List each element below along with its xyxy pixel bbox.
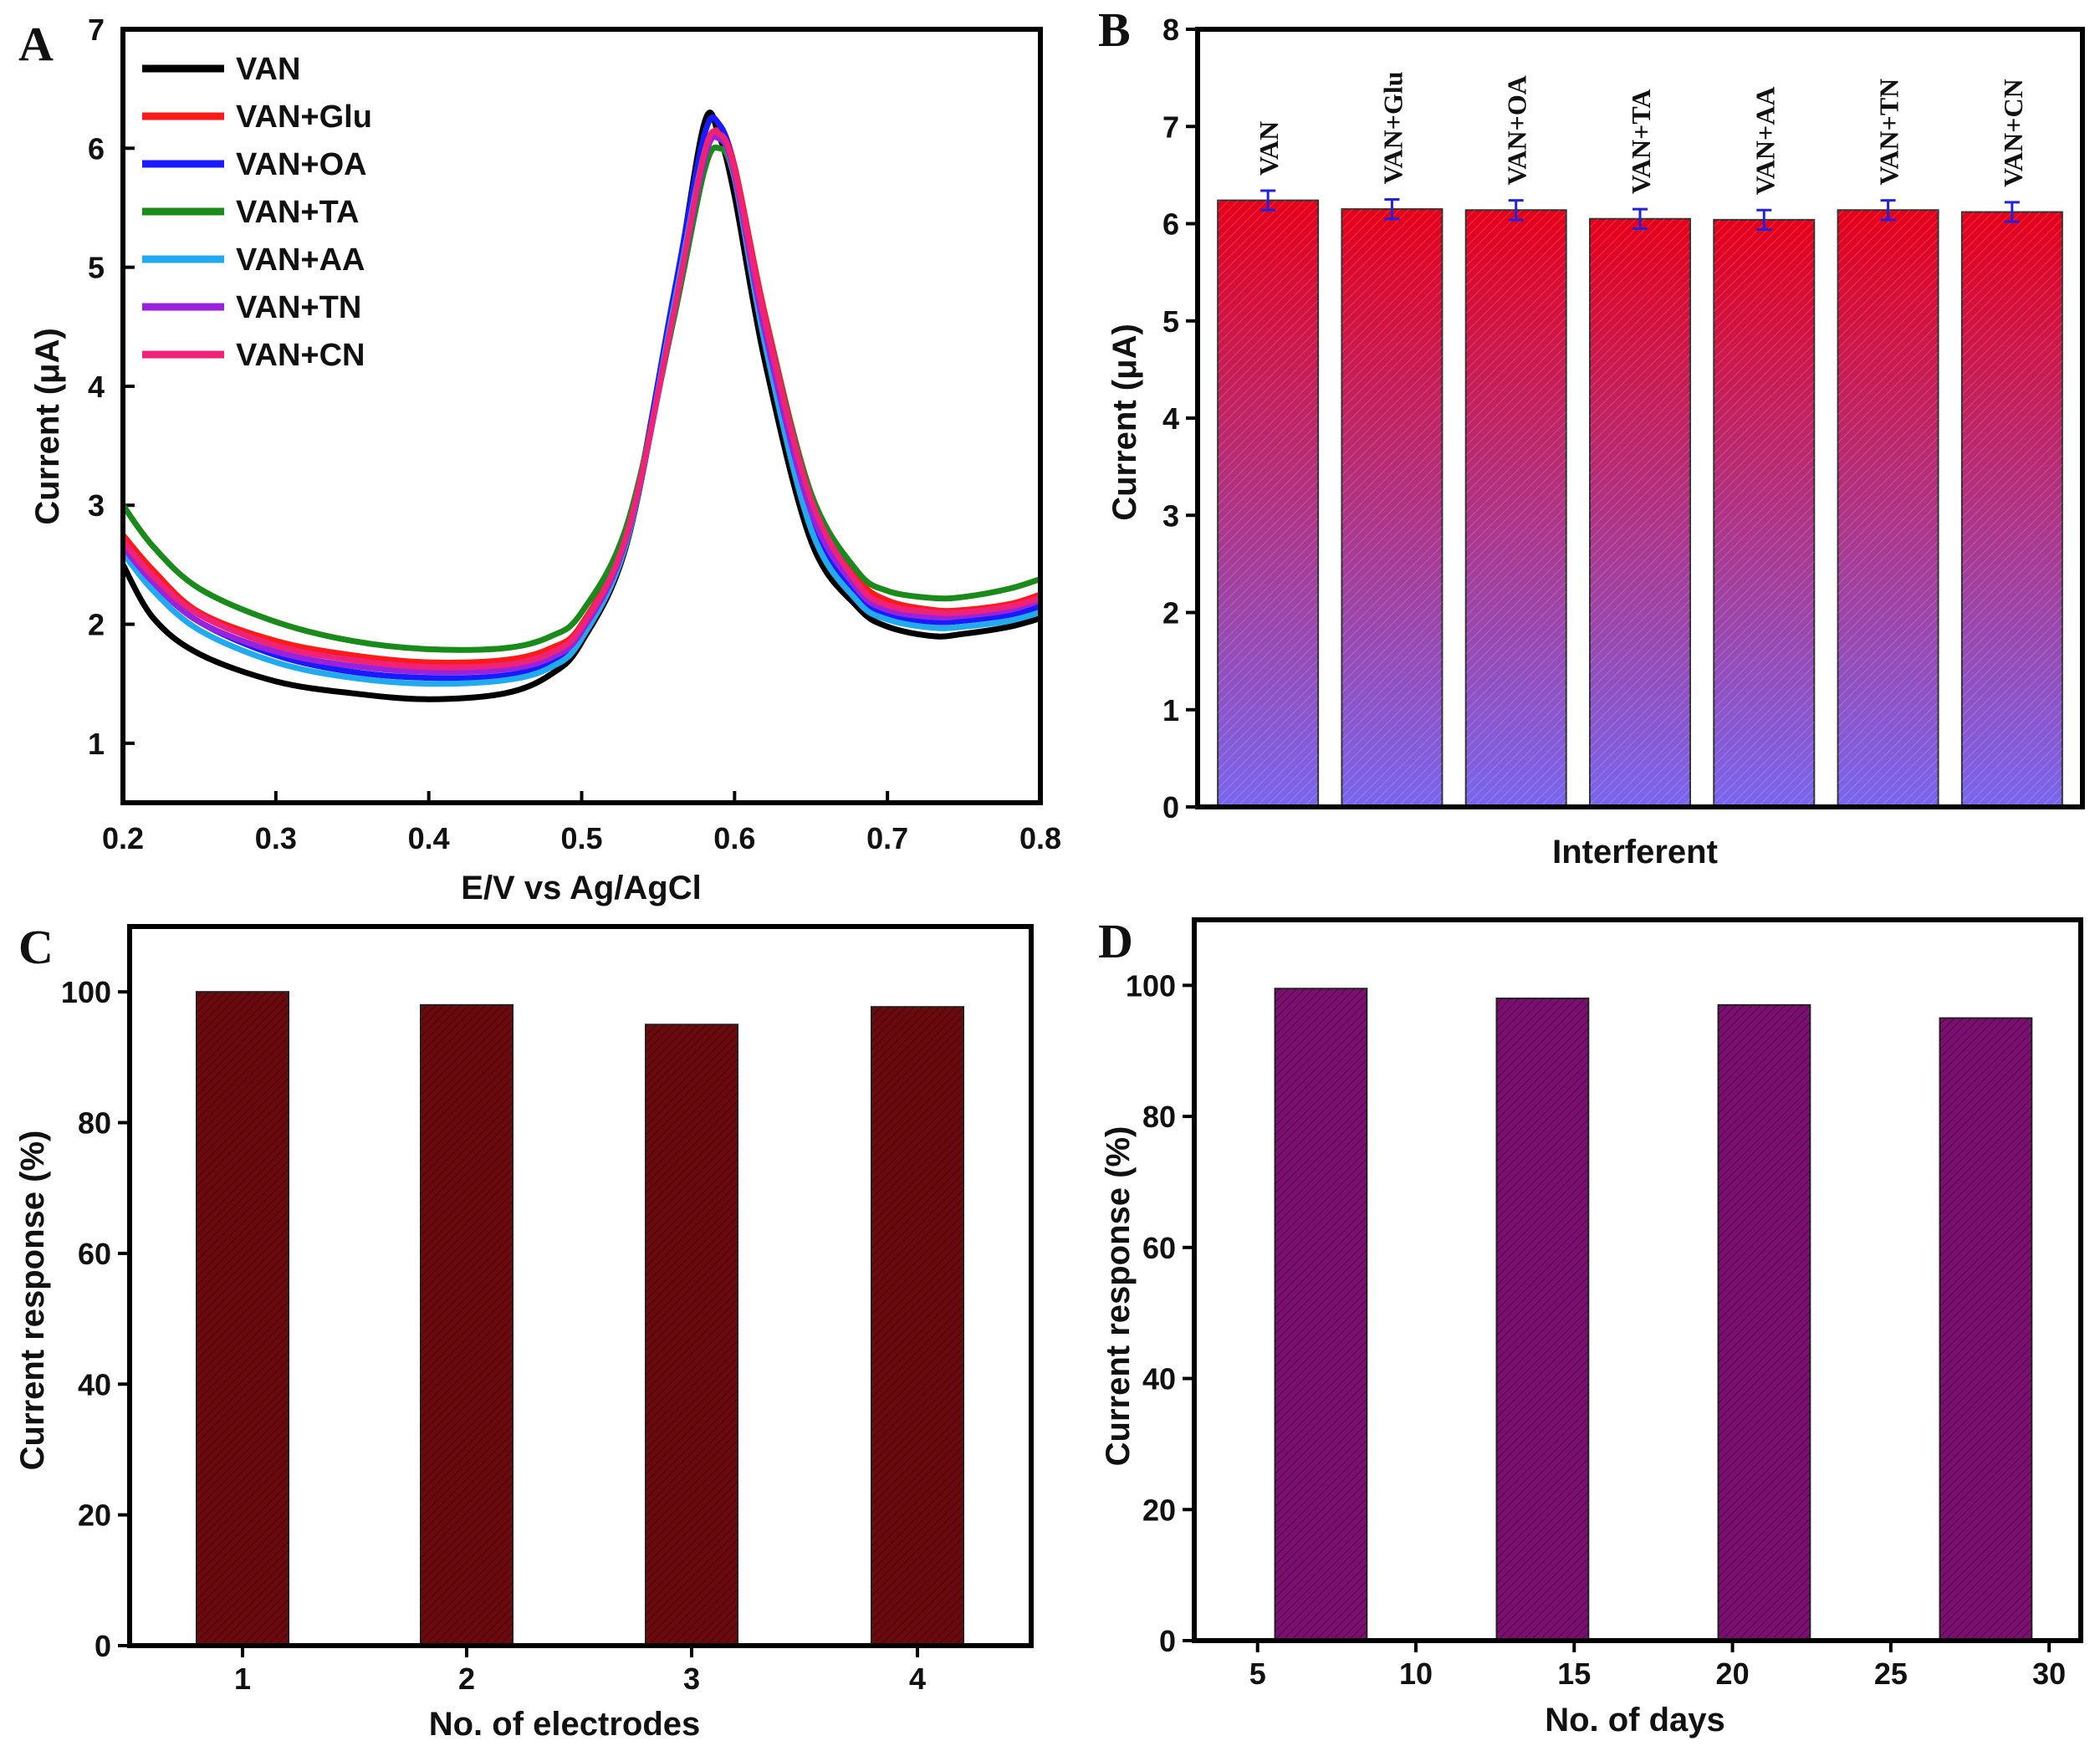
y-tick-label: 60 xyxy=(78,1237,111,1271)
legend-entry: VAN+TA xyxy=(236,195,359,230)
bar-hatch xyxy=(871,1007,963,1646)
x-tick-label: 0.3 xyxy=(255,821,297,855)
x-tick-label: 0.8 xyxy=(1019,821,1061,855)
y-tick-label: 40 xyxy=(1142,1362,1176,1396)
x-tick-label: 0.6 xyxy=(713,821,755,855)
panel-a-xlabel: E/V vs Ag/AgCl xyxy=(461,870,701,906)
legend-entry: VAN+OA xyxy=(236,147,367,182)
panel-a: A Current (μA) E/V vs Ag/AgCl 0.2 0.3 0.4 0… xyxy=(18,13,1061,906)
x-tick-label: 25 xyxy=(1874,1657,1908,1691)
y-tick-label: 20 xyxy=(1142,1493,1176,1527)
bar-hatch xyxy=(1961,212,2062,808)
x-tick-label: 15 xyxy=(1557,1657,1591,1691)
y-tick-label: 100 xyxy=(61,975,111,1009)
bar-hatch xyxy=(1465,210,1566,808)
y-tick-label: 1 xyxy=(88,727,105,761)
y-tick-label: 40 xyxy=(78,1367,111,1401)
x-tick-label: 0.4 xyxy=(408,821,450,855)
bar-hatch xyxy=(1275,988,1367,1641)
bar-label: VAN+TA xyxy=(1626,89,1656,195)
panel-c: C Current response (%) No. of electrodes… xyxy=(14,920,1034,1743)
panel-a-frame xyxy=(120,27,1043,805)
bar-hatch xyxy=(1496,998,1589,1641)
bar-hatch xyxy=(646,1024,738,1646)
legend-entry: VAN+Glu xyxy=(236,100,372,135)
panel-letter-c: C xyxy=(18,920,54,974)
x-tick-label: 0.2 xyxy=(102,821,144,855)
x-tick-label: 30 xyxy=(2032,1657,2066,1691)
y-tick-label: 6 xyxy=(88,131,105,166)
legend-entry: VAN+TN xyxy=(236,290,361,325)
panel-a-ylabel: Current (μA) xyxy=(29,328,66,525)
y-tick-label: 6 xyxy=(1162,207,1179,242)
y-tick-label: 4 xyxy=(88,370,105,404)
bar-hatch xyxy=(1341,209,1443,807)
panel-letter-b: B xyxy=(1098,3,1131,57)
y-tick-label: 3 xyxy=(88,488,105,523)
bar-label: VAN+TN xyxy=(1874,79,1904,186)
y-tick-label: 5 xyxy=(1162,304,1179,339)
panel-b-ylabel: Current (μA) xyxy=(1106,324,1143,521)
y-tick-label: 20 xyxy=(78,1498,111,1533)
panel-d-frame xyxy=(1192,917,2083,1643)
x-tick-label: 5 xyxy=(1249,1657,1266,1691)
x-tick-label: 4 xyxy=(909,1662,926,1696)
bar-label: VAN+CN xyxy=(1998,79,2028,187)
panel-b-frame xyxy=(1195,27,2085,809)
bar-hatch xyxy=(1939,1018,2032,1641)
y-tick-label: 100 xyxy=(1126,968,1176,1003)
bar-hatch xyxy=(197,992,289,1646)
legend: VAN VAN+Glu VAN+OA VAN+TA VAN+AA VAN+TN VAN+CN xyxy=(142,52,372,373)
bar-label: VAN+OA xyxy=(1502,75,1532,185)
legend-entry: VAN+AA xyxy=(236,242,365,278)
series-line-van-cn xyxy=(120,128,1041,671)
x-tick-label: 10 xyxy=(1399,1657,1433,1691)
panel-d-ylabel: Current response (%) xyxy=(1100,1126,1137,1467)
bar-label: VAN+AA xyxy=(1750,87,1780,196)
legend-entry: VAN+CN xyxy=(236,338,365,373)
y-tick-label: 60 xyxy=(1142,1231,1176,1265)
x-tick-label: 3 xyxy=(683,1662,700,1696)
x-tick-label: 1 xyxy=(234,1662,251,1696)
y-tick-label: 2 xyxy=(1162,596,1179,630)
y-tick-label: 7 xyxy=(88,13,105,47)
panel-b: B Current (μA) Interferent 0 1 2 3 4 5 6 7 8 VAN… xyxy=(1098,3,2085,870)
bar-hatch xyxy=(421,1004,513,1646)
x-tick-label: 20 xyxy=(1716,1657,1750,1691)
panel-d: D Current response (%) No. of days 0 20 40… xyxy=(1098,914,2083,1738)
bar-hatch xyxy=(1837,210,1939,808)
y-tick-label: 0 xyxy=(95,1629,111,1663)
y-tick-label: 80 xyxy=(1142,1100,1176,1134)
y-tick-label: 0 xyxy=(1162,790,1179,824)
panel-d-xlabel: No. of days xyxy=(1545,1702,1725,1738)
panel-b-xlabel: Interferent xyxy=(1552,834,1718,870)
bar-label: VAN+Glu xyxy=(1377,71,1408,184)
bar-hatch xyxy=(1714,219,1815,808)
y-tick-label: 5 xyxy=(88,251,105,285)
bar-hatch xyxy=(1590,218,1690,807)
bar-hatch xyxy=(1218,200,1319,808)
y-tick-label: 7 xyxy=(1162,110,1179,144)
y-tick-label: 2 xyxy=(88,608,105,642)
panel-c-frame xyxy=(127,924,1034,1648)
legend-entry: VAN xyxy=(236,52,300,87)
x-tick-label: 2 xyxy=(458,1662,475,1696)
y-tick-label: 3 xyxy=(1162,498,1179,533)
panel-letter-d: D xyxy=(1098,914,1133,968)
bar-hatch xyxy=(1718,1004,1811,1641)
y-tick-label: 8 xyxy=(1162,13,1179,47)
y-tick-label: 4 xyxy=(1162,401,1179,436)
y-tick-label: 1 xyxy=(1162,693,1179,727)
y-tick-label: 80 xyxy=(78,1106,111,1141)
panel-c-ylabel: Current response (%) xyxy=(14,1131,51,1471)
x-tick-label: 0.7 xyxy=(866,821,908,855)
x-tick-label: 0.5 xyxy=(560,821,602,855)
panel-letter-a: A xyxy=(18,17,54,71)
y-tick-label: 0 xyxy=(1159,1624,1176,1658)
bar-label: VAN xyxy=(1254,121,1284,176)
panel-c-xlabel: No. of electrodes xyxy=(429,1706,701,1743)
